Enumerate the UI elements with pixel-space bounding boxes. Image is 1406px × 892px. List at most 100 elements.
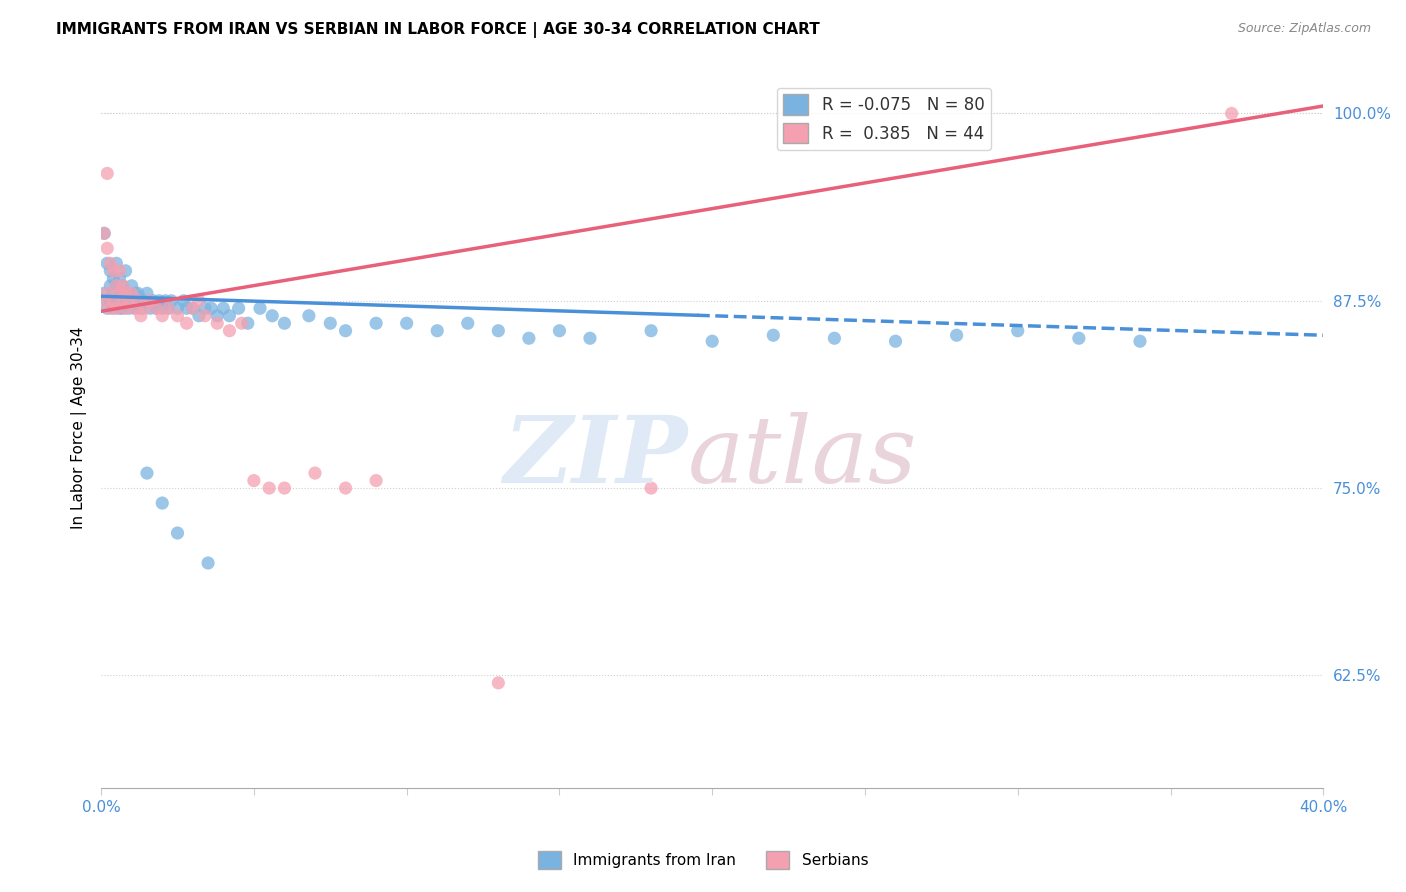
Point [150, 496, 173, 510]
Point [117, 293, 139, 308]
Point [114, 286, 136, 301]
Point [212, 301, 235, 316]
Point [121, 286, 143, 301]
Point [124, 301, 146, 316]
Point [96, 241, 118, 255]
Point [103, 264, 125, 278]
Point [98, 264, 121, 278]
Legend: R = -0.075   N = 80, R =  0.385   N = 44: R = -0.075 N = 80, R = 0.385 N = 44 [776, 87, 991, 150]
Point [486, 324, 509, 338]
Point [105, 256, 128, 270]
Point [105, 293, 128, 308]
Point [194, 309, 217, 323]
Point [121, 293, 143, 308]
Point [117, 293, 139, 308]
Point [93, 227, 115, 241]
Point [366, 474, 388, 488]
Point [395, 316, 418, 330]
Point [548, 324, 571, 338]
Point [1007, 324, 1029, 338]
Point [945, 328, 967, 343]
Point [517, 331, 540, 345]
Point [96, 301, 118, 316]
Point [142, 293, 165, 308]
Point [486, 676, 509, 690]
Point [181, 301, 204, 316]
Point [108, 264, 131, 278]
Point [96, 256, 118, 270]
Point [200, 301, 222, 316]
Point [93, 293, 115, 308]
Point [139, 301, 162, 316]
Point [145, 301, 167, 316]
Point [426, 324, 449, 338]
Point [98, 301, 121, 316]
Point [640, 324, 662, 338]
Point [105, 278, 128, 293]
Point [228, 301, 250, 316]
Point [304, 466, 326, 480]
Point [762, 328, 785, 343]
Point [207, 316, 229, 330]
Point [114, 301, 136, 316]
Point [155, 293, 177, 308]
Point [129, 301, 152, 316]
Point [103, 293, 125, 308]
Point [1067, 331, 1090, 345]
Point [136, 466, 159, 480]
Point [197, 556, 219, 570]
Point [105, 278, 128, 293]
Point [157, 301, 180, 316]
Point [187, 309, 209, 323]
Point [884, 334, 907, 349]
Point [150, 301, 173, 316]
Point [243, 474, 266, 488]
Point [124, 301, 146, 316]
Point [96, 286, 118, 301]
Text: IMMIGRANTS FROM IRAN VS SERBIAN IN LABOR FORCE | AGE 30-34 CORRELATION CHART: IMMIGRANTS FROM IRAN VS SERBIAN IN LABOR… [56, 22, 820, 38]
Point [273, 481, 295, 495]
Point [114, 264, 136, 278]
Point [319, 316, 342, 330]
Point [108, 286, 131, 301]
Point [207, 309, 229, 323]
Point [117, 301, 139, 316]
Point [108, 301, 131, 316]
Point [129, 309, 152, 323]
Point [702, 334, 724, 349]
Point [218, 324, 240, 338]
Point [96, 166, 118, 180]
Legend: Immigrants from Iran, Serbians: Immigrants from Iran, Serbians [531, 845, 875, 875]
Point [132, 301, 155, 316]
Point [176, 316, 198, 330]
Point [111, 278, 134, 293]
Text: ZIP: ZIP [503, 412, 688, 502]
Point [132, 293, 155, 308]
Point [98, 293, 121, 308]
Point [150, 309, 173, 323]
Point [273, 316, 295, 330]
Point [105, 301, 128, 316]
Point [96, 293, 118, 308]
Point [93, 227, 115, 241]
Point [181, 301, 204, 316]
Point [103, 271, 125, 285]
Point [823, 331, 845, 345]
Point [127, 293, 149, 308]
Point [111, 278, 134, 293]
Point [108, 286, 131, 301]
Point [93, 286, 115, 301]
Point [194, 301, 217, 316]
Text: atlas: atlas [688, 412, 917, 502]
Point [136, 286, 159, 301]
Point [160, 293, 183, 308]
Point [173, 293, 195, 308]
Point [1129, 334, 1152, 349]
Point [1220, 106, 1243, 120]
Point [166, 301, 188, 316]
Point [139, 293, 162, 308]
Point [111, 293, 134, 308]
Y-axis label: In Labor Force | Age 30-34: In Labor Force | Age 30-34 [72, 326, 87, 529]
Point [166, 309, 188, 323]
Point [366, 316, 388, 330]
